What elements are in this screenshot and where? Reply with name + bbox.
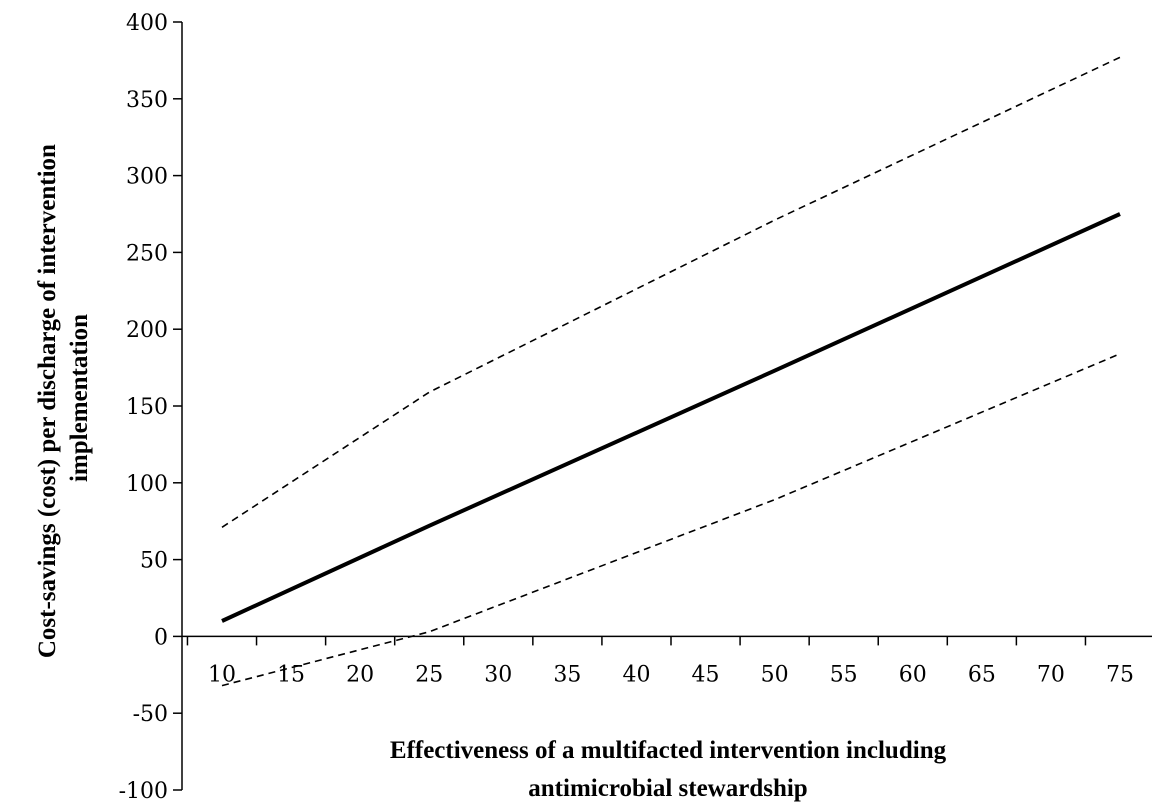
x-tick-label: 70 bbox=[1037, 662, 1065, 687]
y-tick-label: 150 bbox=[126, 395, 168, 420]
x-tick-label: 30 bbox=[484, 662, 512, 687]
y-axis-title-line-1: Cost-savings (cost) per discharge of int… bbox=[34, 144, 61, 658]
x-axis-title-line-2: antimicrobial stewardship bbox=[528, 775, 807, 802]
x-tick-label: 55 bbox=[830, 662, 858, 687]
x-axis: 10 15 20 25 30 35 40 45 50 55 60 65 70 75 bbox=[182, 635, 1152, 687]
y-axis: -100 -50 0 50 100 150 200 250 300 350 400 bbox=[119, 11, 183, 804]
x-tick-label: 15 bbox=[277, 662, 305, 687]
y-tick-label: 200 bbox=[126, 318, 168, 343]
x-tick-label: 50 bbox=[761, 662, 789, 687]
y-tick-label: 250 bbox=[126, 241, 168, 266]
y-tick-label: -50 bbox=[133, 702, 168, 727]
x-tick-label: 20 bbox=[346, 662, 374, 687]
x-tick-label: 60 bbox=[899, 662, 927, 687]
x-tick-label: 45 bbox=[692, 662, 720, 687]
x-axis-title-line-1: Effectiveness of a multifacted intervent… bbox=[390, 737, 947, 764]
x-tick-label: 65 bbox=[968, 662, 996, 687]
y-tick-label: 100 bbox=[126, 472, 168, 497]
y-tick-label: 50 bbox=[140, 549, 168, 574]
x-tick-label: 10 bbox=[208, 662, 236, 687]
y-axis-title: Cost-savings (cost) per discharge of int… bbox=[34, 138, 93, 658]
y-tick-label: 400 bbox=[126, 11, 168, 36]
x-tick-label: 35 bbox=[553, 662, 581, 687]
y-axis-title-line-2: implementation bbox=[66, 314, 93, 482]
x-tick-label: 75 bbox=[1106, 662, 1134, 687]
series-line-main bbox=[221, 212, 1121, 623]
y-tick-label: 0 bbox=[154, 625, 168, 650]
x-tick-label: 40 bbox=[622, 662, 650, 687]
y-tick-label: 350 bbox=[126, 88, 168, 113]
x-tick-label: 25 bbox=[415, 662, 443, 687]
series-layer bbox=[221, 56, 1121, 687]
series-line-dashed-2 bbox=[221, 353, 1121, 687]
y-tick-label: -100 bbox=[119, 779, 168, 804]
series-line-dashed-1 bbox=[221, 56, 1121, 528]
y-tick-label: 300 bbox=[126, 165, 168, 190]
